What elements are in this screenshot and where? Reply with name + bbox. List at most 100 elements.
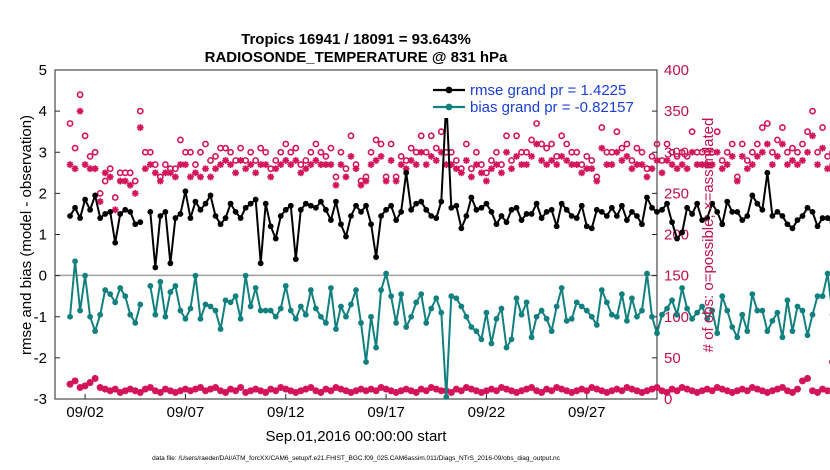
bias-point (674, 311, 680, 318)
rmse-point (323, 206, 329, 213)
bias-point (307, 287, 314, 293)
obs-possible-marker (623, 140, 631, 148)
bias-point (207, 303, 214, 310)
obs-assimilated-marker (663, 157, 671, 164)
rmse-point (102, 211, 109, 217)
obs-possible-marker (723, 148, 731, 156)
obs-assimilated-marker (197, 173, 204, 181)
obs-assimilated-marker (111, 206, 119, 214)
obs-possible-marker (743, 157, 751, 164)
obs-low-assimilated-marker (618, 387, 626, 395)
bias-point (197, 315, 204, 322)
obs-low-assimilated-marker (262, 389, 270, 396)
bias-point (117, 285, 124, 291)
obs-low-assimilated-marker (412, 389, 420, 396)
obs-assimilated-marker (628, 165, 636, 173)
obs-possible-marker (613, 128, 621, 136)
obs-assimilated-marker (287, 161, 295, 168)
obs-possible-marker (738, 140, 746, 148)
obs-assimilated-marker (814, 161, 821, 168)
rmse-point (197, 206, 204, 213)
obs-assimilated-marker (212, 165, 219, 173)
bias-point (734, 334, 741, 341)
rmse-point (714, 208, 721, 215)
bias-point (508, 336, 515, 343)
bias-point (483, 309, 490, 316)
obs-possible-marker (317, 148, 325, 156)
y-left-tick-label: 3 (39, 144, 47, 161)
bias-point (523, 299, 530, 306)
bias-point (639, 307, 645, 314)
obs-assimilated-marker (583, 165, 591, 173)
obs-assimilated-marker (648, 165, 656, 173)
y-axis-left-label: rmse and bias (model - observation) (18, 115, 35, 355)
rmse-point (483, 200, 490, 207)
rmse-point (644, 194, 650, 201)
bias-point (538, 307, 545, 314)
obs-assimilated-marker (422, 161, 430, 168)
bias-point (478, 336, 485, 343)
bias-point (373, 344, 379, 351)
obs-assimilated-marker (478, 169, 485, 177)
bias-point (423, 320, 430, 326)
rmse-point (664, 200, 670, 207)
obs-assimilated-marker (533, 140, 540, 148)
rmse-point (699, 217, 706, 224)
rmse-point (287, 202, 294, 209)
obs-possible-marker (187, 148, 194, 156)
bias-point (573, 299, 580, 306)
rmse-point (463, 213, 470, 219)
bias-point (222, 297, 229, 304)
rmse-point (794, 217, 801, 224)
rmse-point (423, 206, 430, 213)
y-right-tick-label: 300 (664, 144, 689, 161)
obs-assimilated-marker (272, 165, 280, 173)
bias-series (67, 258, 830, 400)
y-left-tick-label: 1 (39, 227, 47, 244)
obs-possible-marker (106, 165, 114, 173)
rmse-point (679, 229, 685, 236)
obs-possible-marker (728, 140, 736, 148)
rmse-point (654, 208, 660, 215)
obs-low-assimilated-marker (212, 384, 219, 391)
obs-assimilated-marker (668, 161, 676, 168)
obs-low-assimilated-marker (538, 389, 546, 396)
rmse-point (458, 225, 465, 232)
rmse-point (674, 235, 680, 242)
bias-point (388, 293, 395, 300)
bias-point (112, 299, 119, 306)
obs-assimilated-marker (151, 169, 159, 177)
obs-assimilated-marker (71, 165, 79, 173)
rmse-point (804, 204, 811, 211)
obs-assimilated-marker (598, 144, 606, 152)
rmse-point (754, 200, 761, 207)
chart-title-line2: RADIOSONDE_TEMPERATURE @ 831 hPa (205, 49, 508, 66)
obs-possible-marker (277, 148, 285, 156)
rmse-point (333, 198, 339, 205)
data-file-footnote: data file: /Users/raeder/DAI/ATM_forcXX/… (152, 455, 561, 462)
rmse-point (448, 204, 455, 211)
rmse-point (152, 264, 159, 271)
obs-possible-marker (237, 144, 245, 152)
obs-low-assimilated-marker (372, 387, 380, 395)
rmse-point (809, 208, 816, 215)
rmse-point (598, 208, 605, 215)
rmse-point (538, 215, 545, 221)
rmse-point (759, 206, 766, 213)
bias-point (759, 307, 766, 314)
bias-point (679, 285, 685, 291)
obs-possible-marker (222, 144, 229, 152)
obs-possible-marker (282, 140, 290, 148)
bias-point (563, 317, 570, 324)
obs-possible-marker (824, 152, 830, 160)
obs-possible-marker (202, 140, 209, 148)
rmse-point (112, 239, 119, 246)
obs-assimilated-marker (804, 148, 811, 156)
rmse-point (353, 202, 359, 209)
bias-point (463, 313, 470, 320)
obs-possible-marker (327, 144, 335, 152)
bias-point (739, 311, 746, 318)
rmse-point (137, 219, 144, 226)
obs-possible-marker (177, 136, 184, 144)
obs-possible-marker (598, 124, 606, 131)
